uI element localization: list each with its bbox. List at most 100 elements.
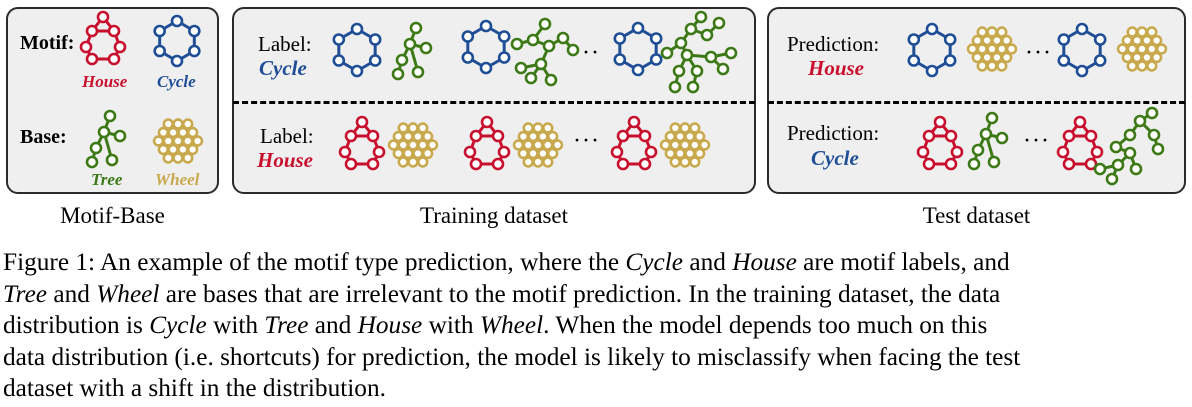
graph-node (669, 139, 681, 151)
graph-node (537, 147, 549, 160)
graph-node (191, 135, 204, 147)
graph-node (1121, 51, 1134, 64)
graph-node (996, 43, 1008, 55)
graph-node (426, 139, 439, 151)
graph-node (631, 21, 645, 35)
graph-node (689, 156, 701, 168)
test-top-label: Prediction: (787, 32, 880, 56)
graph-node (1084, 129, 1098, 143)
graph-node (950, 145, 964, 159)
caption-term: Tree (3, 279, 48, 308)
graph-node (407, 139, 419, 151)
graph-node (170, 54, 184, 68)
test-bottom-label: Prediction: (787, 121, 880, 145)
graph-node (177, 126, 189, 139)
graph-node (689, 122, 701, 134)
graph-node (1147, 128, 1161, 142)
graph-node (338, 145, 352, 159)
graph-node (542, 122, 554, 134)
graph-node (638, 157, 652, 171)
graph-node (417, 156, 429, 168)
caption-term: House (732, 248, 797, 276)
graph-node (1150, 34, 1163, 47)
graph-node (660, 46, 674, 60)
graph-node (1057, 54, 1071, 67)
graph-node (162, 118, 174, 130)
graph-node (979, 127, 993, 141)
graph-node (397, 156, 409, 168)
graph-node (157, 126, 170, 139)
graph-node (170, 14, 184, 28)
graph-node (89, 141, 103, 155)
graph-node (925, 64, 939, 78)
graph-node (1131, 34, 1143, 47)
graph-node (407, 156, 419, 168)
caption-line-2: Tree and Wheel are bases that are irrele… (3, 279, 1191, 311)
base-label: Base: (20, 126, 67, 148)
wheel-label: Wheel (155, 170, 200, 189)
graph-node (527, 130, 539, 143)
graph-node (986, 43, 998, 55)
graph-node (412, 130, 424, 143)
graph-node (644, 145, 658, 159)
graph-node (387, 139, 400, 151)
graph-node (85, 24, 99, 38)
graph-node (907, 54, 921, 67)
graph-node (1150, 51, 1163, 64)
caption-line-1: Figure 1: An example of the motif type p… (3, 247, 1191, 279)
graph-node (113, 129, 127, 143)
graph-node (659, 139, 672, 151)
caption-line-3: distribution is Cycle with Tree and Hous… (3, 310, 1191, 342)
graph-node (372, 145, 386, 159)
caption-term: Wheel (479, 311, 544, 339)
graph-node (532, 122, 544, 134)
graph-node (684, 22, 698, 36)
graph-node (971, 51, 984, 64)
graph-node (649, 32, 663, 45)
caption-text: with (422, 311, 480, 339)
test-top-value: House (808, 56, 865, 80)
train-tree-graph-2 (510, 17, 580, 87)
graph-node (107, 24, 121, 38)
training-caption: Training dataset (420, 203, 568, 228)
graph-node (679, 139, 691, 151)
graph-node (1141, 51, 1153, 64)
graph-node (922, 157, 936, 171)
graph-node (1111, 158, 1125, 172)
graph-node (1155, 43, 1168, 55)
caption-line-4: data distribution (i.e. shortcuts) for p… (3, 342, 1021, 371)
graph-node (402, 130, 414, 143)
graph-node (1105, 172, 1119, 186)
graph-node (419, 41, 433, 55)
graph-node (649, 53, 663, 66)
graph-node (186, 126, 199, 139)
training-divider (233, 101, 755, 104)
graph-node (712, 16, 726, 30)
graph-node (664, 130, 677, 143)
graph-node (631, 63, 645, 77)
graph-node (1133, 114, 1147, 128)
test-wheel-graph-1 (966, 26, 1018, 72)
caption-text: distribution is (3, 311, 150, 339)
graph-node (188, 24, 201, 38)
graph-node (627, 115, 641, 129)
graph-node (421, 147, 434, 160)
graph-node (680, 48, 694, 62)
graph-node (1093, 54, 1107, 67)
graph-node (1093, 33, 1107, 46)
graph-node (1136, 60, 1148, 72)
graph-node (392, 130, 405, 143)
test-bottom-ellipsis: ··· (1023, 128, 1050, 154)
graph-node (182, 135, 194, 147)
caption-text: and (308, 311, 358, 339)
graph-node (491, 129, 505, 143)
graph-node (967, 157, 981, 171)
caption-text: and (683, 248, 733, 276)
caption-text: are bases that are irrelevant to the mot… (159, 279, 1001, 308)
graph-node (182, 118, 194, 130)
graph-node (1073, 115, 1087, 129)
graph-node (1129, 162, 1143, 176)
graph-node (1116, 43, 1129, 55)
caption-term: Cycle (625, 248, 684, 276)
graph-node (96, 10, 110, 24)
